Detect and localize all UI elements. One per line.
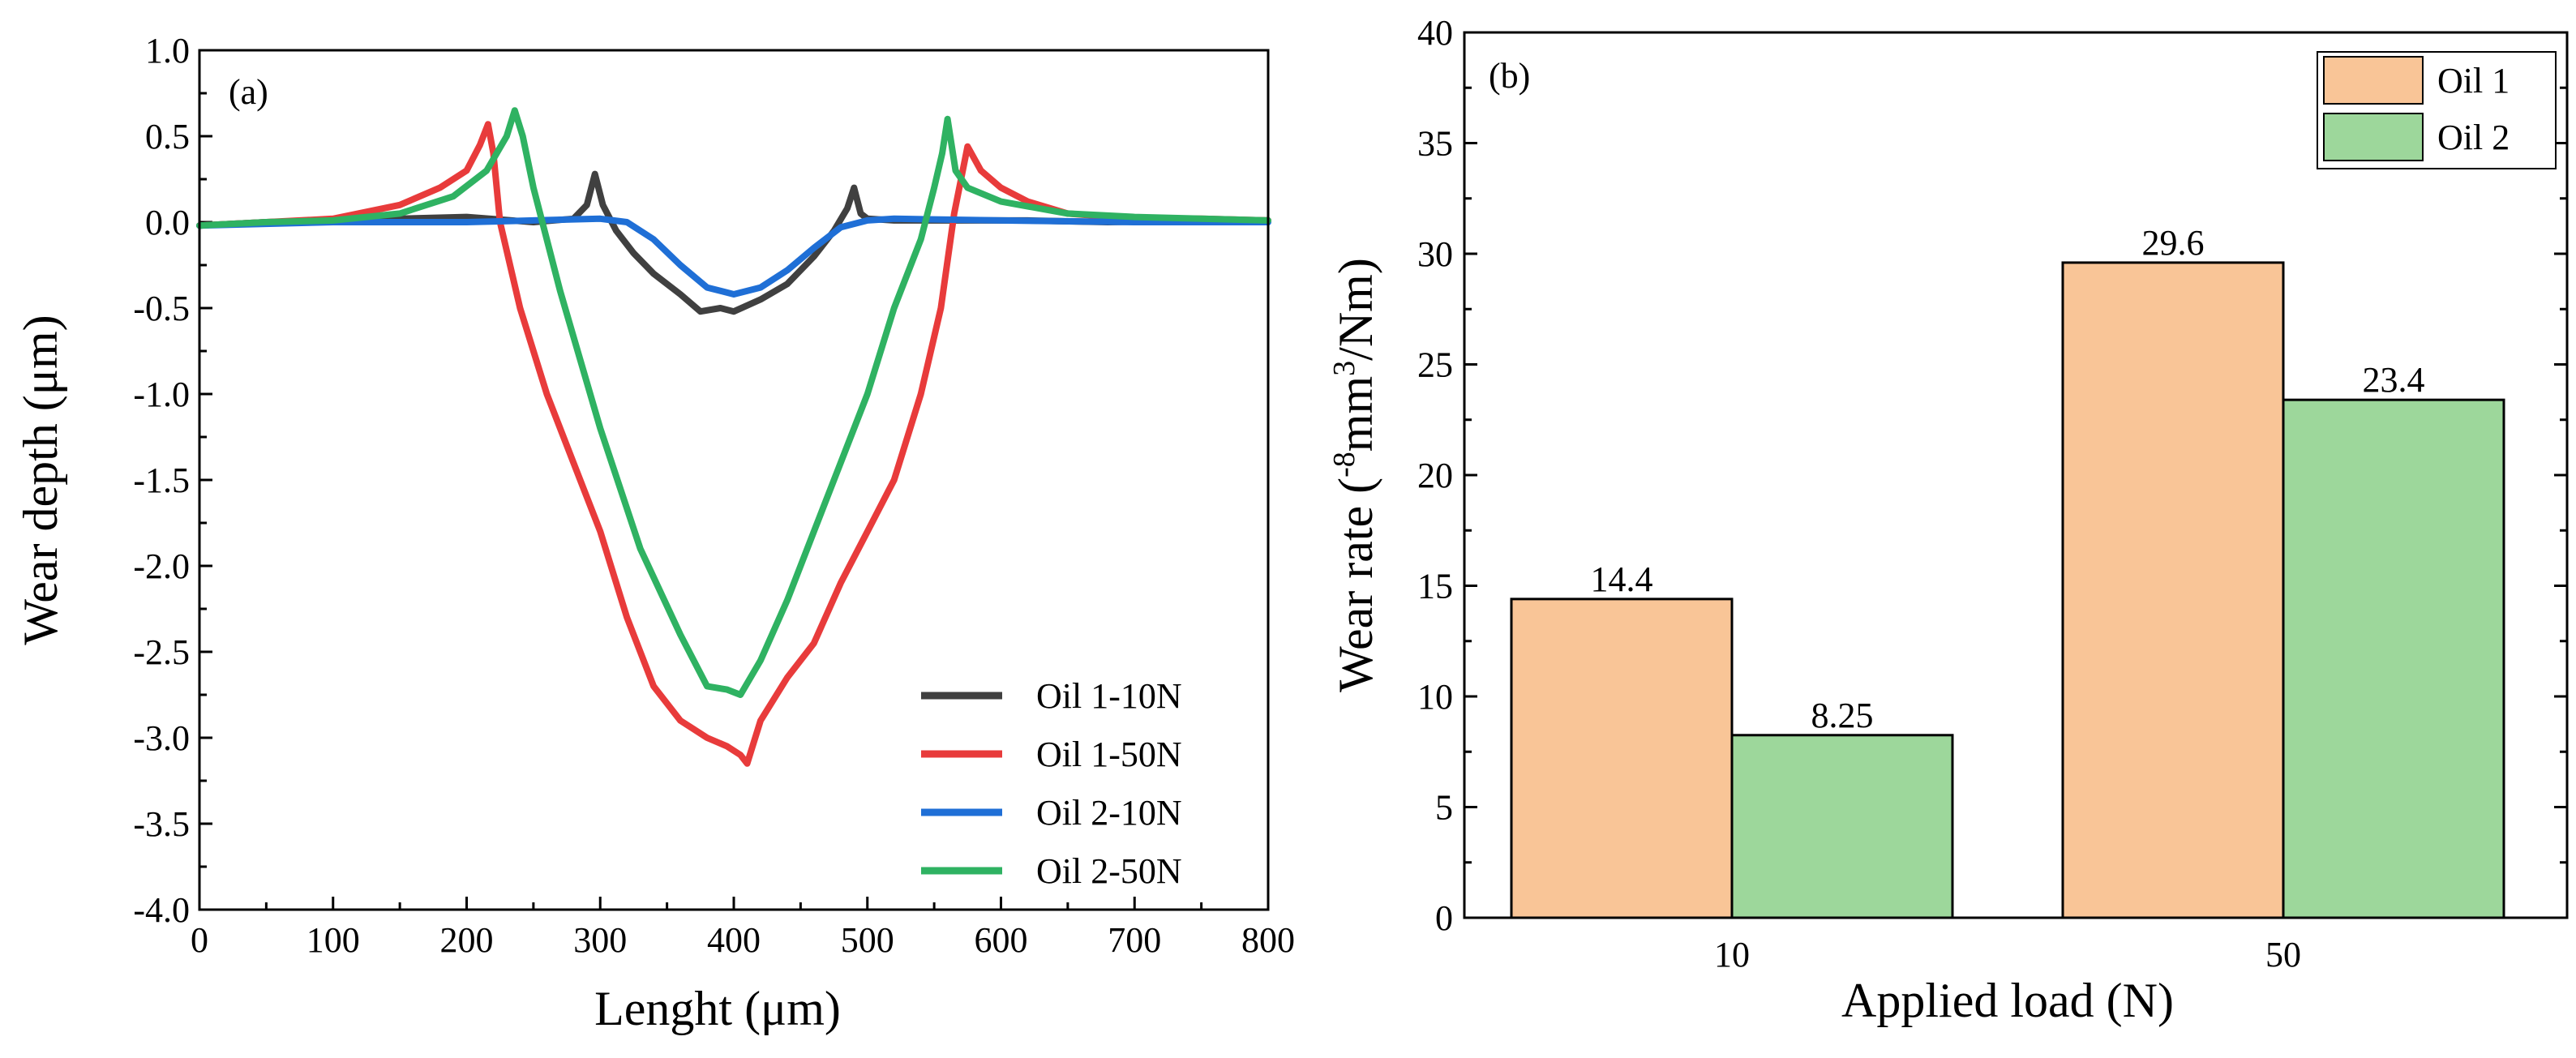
line-chart-panel: 0 100 200 300 400 500 600 700 800 1.0 0.5 0.0 -0.5 -1… [14,31,1295,1035]
y-tick-label: 5 [1435,788,1453,828]
bar-chart-panel-label: (b) [1489,56,1530,96]
bar-chart-tick-labels: 0 5 10 15 20 25 30 35 40 10 50 [1417,13,2301,974]
series-line-oil-2-10n [196,215,1271,298]
bar-chart-panel: 14.4 8.25 29.6 23.4 0 5 10 15 20 25 30 35 40 10 50 (b… [1327,13,2569,1027]
legend-swatch [2323,113,2424,161]
y-tick-label: -3.5 [133,804,190,844]
bar-chart-frame [1463,31,2569,919]
y-tick-label: -4.0 [133,890,190,930]
y-tick-label: 15 [1417,567,1453,606]
line-chart-tick-labels: 0 100 200 300 400 500 600 700 800 1.0 0.5 0.0 -0.5 -1… [133,31,1295,960]
y-tick-label: -1.0 [133,375,190,414]
y-tick-label: 20 [1417,456,1453,495]
y-tick-label: 0.0 [145,203,190,242]
line-chart-series [196,107,1271,767]
line-chart-legend: Oil 1-10N Oil 1-50N Oil 2-10N Oil 2-50N [921,676,1182,891]
series-line-oil-1-50n [196,121,1271,767]
bar-value-label: 14.4 [1591,559,1653,599]
series-line-oil-2-50n [196,107,1271,698]
legend-swatch [2323,56,2424,105]
bar-oil-1-50 [2061,261,2285,919]
x-tick-label: 200 [440,920,494,960]
bar-oil-2-10 [1730,734,1954,919]
x-tick-label: 600 [975,920,1028,960]
y-tick-label: -3.0 [133,718,190,758]
x-tick-label: 0 [191,920,208,960]
y-tick-label: 1.0 [145,31,190,71]
y-tick-label: 40 [1417,13,1453,53]
legend-label: Oil 2 [2437,118,2510,157]
y-tick-label: 30 [1417,234,1453,274]
bar-chart-legend: Oil 1 Oil 2 [2317,51,2557,169]
bar-value-label: 8.25 [1811,696,1874,735]
y-tick-label: 10 [1417,677,1453,717]
x-tick-label: 800 [1241,920,1295,960]
x-tick-label: 500 [841,920,894,960]
y-tick-label: -0.5 [133,289,190,328]
bar-value-label: 23.4 [2363,360,2425,400]
x-tick-label: 100 [306,920,360,960]
x-tick-label: 700 [1108,920,1161,960]
bar-value-label: 29.6 [2142,223,2205,263]
line-chart-frame [198,49,1270,911]
ylabel-sup2: 3 [1327,361,1361,376]
x-tick-label: 50 [2265,935,2301,974]
x-tick-label: 10 [1714,935,1750,974]
bar-chart-y-axis-title: Wear rate (-8mm3/Nm) [1327,258,1382,692]
y-tick-label: -2.0 [133,546,190,586]
y-tick-label: 25 [1417,345,1453,385]
bar-chart-x-axis-title: Applied load (N) [1841,974,2174,1027]
bar-chart-bars: 14.4 8.25 29.6 23.4 [1510,223,2505,919]
legend-label: Oil 1-10N [1036,676,1182,716]
ylabel-pre: Wear rate ( [1329,478,1382,692]
legend-label: Oil 2-50N [1036,851,1182,891]
ylabel-mid: mm [1329,376,1382,452]
ylabel-sup1: -8 [1327,452,1361,478]
bar-oil-2-50 [2282,398,2505,919]
line-chart-y-axis-title: Wear depth (μm) [14,315,67,645]
bar-chart-ticks [1464,31,2567,919]
legend-label: Oil 1 [2437,61,2510,101]
ylabel-post: /Nm) [1329,258,1382,361]
bar-oil-1-10 [1510,598,1734,919]
y-tick-label: -2.5 [133,632,190,672]
y-tick-label: 0 [1435,898,1453,938]
y-tick-label: -1.5 [133,460,190,500]
legend-label: Oil 1-50N [1036,735,1182,774]
legend-label: Oil 2-10N [1036,793,1182,833]
y-tick-label: 0.5 [145,117,190,156]
line-chart-x-axis-title: Lenght (μm) [594,982,841,1035]
y-tick-label: 35 [1417,124,1453,164]
line-chart-panel-label: (a) [229,72,268,112]
x-tick-label: 400 [707,920,761,960]
x-tick-label: 300 [573,920,627,960]
